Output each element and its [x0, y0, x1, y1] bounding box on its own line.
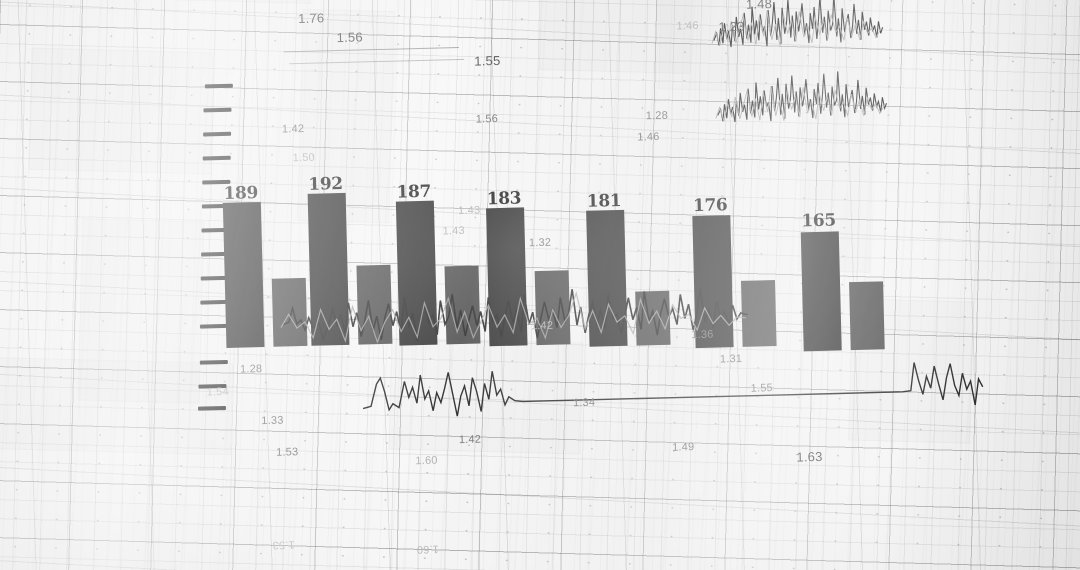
y-axis-tick	[199, 359, 228, 365]
annotation-value: 1.34	[572, 396, 596, 410]
y-axis-tick	[197, 405, 227, 411]
ecg-overlay-trace-ghost	[280, 290, 746, 344]
ecg-baseline-trace	[362, 362, 984, 417]
annotation-value: 1.42	[281, 122, 305, 136]
annotation-value: 1.63	[796, 448, 823, 465]
bar-value-label: 189	[223, 183, 259, 204]
bar-value-label: 181	[586, 190, 622, 212]
bar-value-label: 187	[396, 181, 432, 203]
annotation-value: 1.76	[297, 10, 325, 27]
bar-value-label: 176	[692, 195, 728, 217]
y-axis-tick	[203, 131, 232, 137]
annotation-value: 1.54	[206, 385, 229, 399]
annotation-value: 1.33	[261, 414, 284, 428]
annotation-value: 1.49	[672, 441, 695, 454]
bar-secondary[interactable]	[849, 281, 885, 351]
y-axis-tick	[204, 83, 233, 89]
annotation-value: 1.32	[528, 236, 552, 250]
annotation-value: 1.55	[750, 382, 774, 395]
bar-group: 165	[799, 159, 909, 352]
bar-primary[interactable]	[222, 202, 265, 348]
annotation-value: 1.55	[474, 52, 501, 69]
annotation-value: 1.56	[475, 113, 499, 126]
annotation-value: 1.36	[691, 328, 714, 342]
annotation-value: 1.53	[276, 446, 299, 459]
annotation-value: 1.60	[415, 454, 438, 468]
annotation-value: 1.56	[336, 29, 363, 46]
annotation-value: 1.23	[718, 18, 745, 35]
annotation-value-flipped: 1.60	[416, 542, 440, 556]
annotation-value-flipped: 1.53	[272, 538, 295, 551]
y-axis-tick	[200, 299, 229, 305]
annotation-value: 1.48	[745, 0, 773, 12]
annotation-value: 1.42	[458, 433, 482, 447]
bar-value-label: 165	[801, 210, 837, 232]
reference-rule	[284, 46, 459, 53]
annotation-value: 1.28	[239, 363, 263, 376]
annotation-value: 1.50	[292, 151, 316, 165]
bar-primary[interactable]	[800, 231, 842, 352]
reference-rule	[289, 58, 465, 65]
annotation-value: 1.31	[719, 352, 743, 366]
bar-value-label: 183	[486, 188, 522, 210]
annotation-value: 1.43	[457, 204, 481, 218]
annotation-value: 1.46	[676, 19, 699, 33]
annotation-value: 1.28	[645, 109, 669, 123]
y-axis-tick	[203, 107, 232, 113]
seismograph-trace-lower-ghost	[715, 86, 885, 122]
y-axis-tick	[199, 323, 228, 329]
annotation-value: 1.43	[442, 224, 465, 238]
bar-value-label: 192	[308, 173, 343, 195]
annotation-value: 1.42	[530, 319, 554, 333]
annotation-value: 1.46	[637, 130, 660, 144]
